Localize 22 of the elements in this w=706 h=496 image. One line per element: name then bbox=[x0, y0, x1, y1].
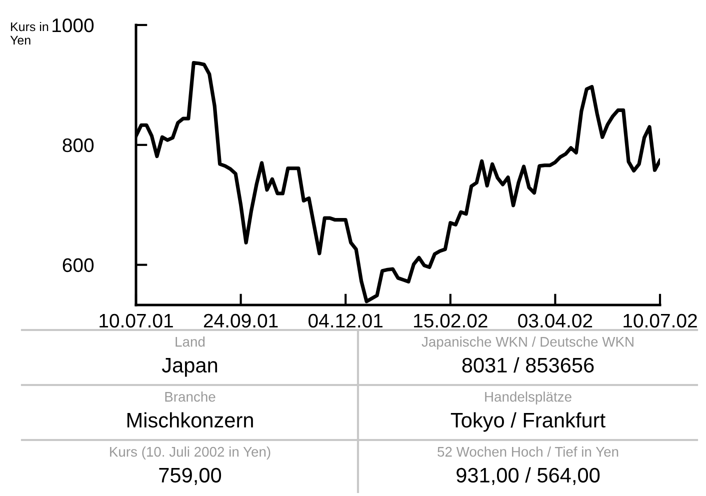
text: Land bbox=[176, 336, 205, 347]
text: 759,00 bbox=[159, 468, 222, 486]
text: Japan bbox=[162, 358, 218, 377]
x-tick-label: 10.07.02 bbox=[624, 314, 697, 328]
x-tick-label: 24.09.01 bbox=[204, 314, 278, 328]
y-tick-label: 800 bbox=[62, 138, 94, 152]
text: Tokyo / Frankfurt bbox=[450, 412, 606, 432]
text: 931,00 / 564,00 bbox=[456, 467, 600, 486]
text: 52 Wochen Hoch / Tief in Yen bbox=[438, 446, 618, 457]
x-tick-label: 04.12.01 bbox=[308, 314, 382, 328]
text: Mischkonzern bbox=[127, 412, 253, 428]
text: 8031 / 853656 bbox=[462, 357, 594, 373]
text: Japanische WKN / Deutsche WKN bbox=[422, 336, 634, 350]
text: Kurs (10. Juli 2002 in Yen) bbox=[110, 446, 270, 460]
x-tick-label: 10.07.01 bbox=[100, 314, 173, 328]
y-axis-title: Kurs in Yen bbox=[10, 22, 48, 45]
text: Handelsplätze bbox=[485, 392, 572, 404]
y-tick-label: 1000 bbox=[52, 18, 94, 32]
y-tick-label: 600 bbox=[62, 258, 94, 272]
x-tick-label: 03.04.02 bbox=[518, 314, 592, 328]
text: Branche bbox=[165, 392, 216, 402]
x-tick-label: 15.02.02 bbox=[414, 314, 488, 328]
